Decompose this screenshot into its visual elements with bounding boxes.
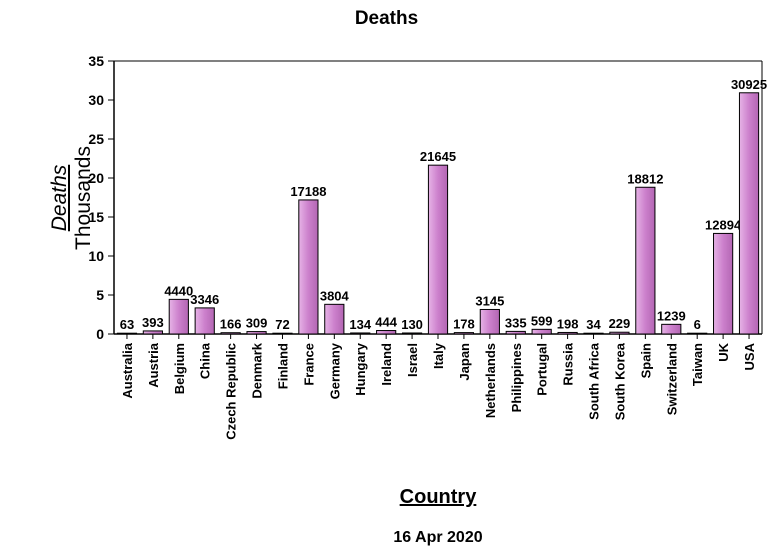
- bar-value-label: 72: [275, 317, 289, 332]
- bar-value-label: 198: [557, 316, 579, 331]
- y-tick-label: 20: [88, 170, 104, 186]
- y-tick-label: 15: [88, 209, 104, 225]
- y-tick-label: 0: [96, 326, 104, 342]
- bar: [557, 331, 578, 335]
- bar: [531, 328, 552, 335]
- bar-value-label: 3145: [475, 293, 504, 308]
- bar: [116, 332, 138, 335]
- bar: [713, 232, 734, 335]
- bar-value-label: 309: [246, 316, 268, 331]
- bar: [324, 303, 345, 335]
- x-tick-label: Austria: [146, 342, 161, 388]
- y-tick-label: 30: [88, 92, 104, 108]
- x-axis-label: Country: [399, 486, 477, 508]
- x-tick-label: Japan: [457, 343, 472, 381]
- bar: [220, 332, 241, 335]
- x-tick-label: Czech Republic: [224, 343, 239, 440]
- bar: [738, 92, 760, 335]
- x-tick-label: Taiwan: [690, 343, 705, 386]
- bar-value-label: 63: [120, 317, 134, 332]
- x-tick-label: Finland: [275, 343, 290, 389]
- chart-title: Deaths: [354, 8, 419, 29]
- bar-value-label: 30925: [731, 77, 767, 92]
- bar: [583, 332, 604, 335]
- x-tick-label: South Africa: [587, 342, 602, 420]
- bar: [350, 332, 371, 335]
- y-tick-label: 25: [88, 131, 104, 147]
- x-tick-label: Philippines: [509, 343, 524, 412]
- y-tick-label: 10: [88, 248, 104, 264]
- x-tick-label: Germany: [327, 342, 342, 399]
- bar-value-label: 4440: [164, 283, 193, 298]
- bar: [246, 331, 267, 335]
- bar: [142, 330, 163, 335]
- x-tick-label: South Korea: [612, 342, 627, 420]
- bar: [661, 323, 682, 335]
- x-tick-label: Netherlands: [483, 343, 498, 418]
- bar-value-label: 12894: [705, 217, 742, 232]
- x-tick-label: Israel: [405, 343, 420, 377]
- x-tick-label: Belgium: [172, 343, 187, 394]
- bar-value-label: 178: [453, 317, 475, 332]
- bar-value-label: 34: [586, 317, 601, 332]
- bar-value-label: 3346: [190, 292, 219, 307]
- bar-value-label: 134: [349, 317, 371, 332]
- bar: [168, 298, 189, 335]
- x-tick-label: Denmark: [250, 342, 265, 398]
- bar-value-label: 599: [531, 313, 553, 328]
- x-tick-label: France: [301, 343, 316, 386]
- bar-value-label: 393: [142, 315, 164, 330]
- bar-value-label: 130: [401, 317, 423, 332]
- x-tick-label: China: [198, 342, 213, 379]
- bar: [427, 164, 449, 335]
- bar: [479, 308, 500, 335]
- date-caption: 16 Apr 2020: [393, 529, 483, 546]
- bar-value-label: 166: [220, 317, 242, 332]
- x-tick-label: Hungary: [353, 342, 368, 396]
- bar-value-label: 1239: [657, 308, 686, 323]
- plot-area: 0 5 10 15 20 25 30 35 63 Australia 393 Austria 4440 B…: [88, 53, 767, 440]
- bar-value-label: 21645: [420, 149, 456, 164]
- bar: [376, 330, 397, 335]
- x-tick-label: USA: [742, 342, 757, 370]
- bar: [505, 330, 526, 335]
- bar-value-label: 17188: [290, 184, 326, 199]
- bar: [298, 199, 319, 335]
- x-tick-label: Russia: [561, 342, 576, 385]
- x-tick-label: Australia: [120, 342, 135, 398]
- bar-value-label: 3804: [320, 288, 350, 303]
- bar: [635, 186, 656, 335]
- bar-value-label: 335: [505, 315, 527, 330]
- bar: [272, 332, 293, 335]
- bar-value-label: 229: [609, 316, 631, 331]
- bar-value-label: 18812: [627, 171, 663, 186]
- x-tick-label: Ireland: [379, 343, 394, 386]
- x-tick-label: Spain: [638, 343, 653, 378]
- bar: [401, 332, 423, 335]
- x-tick-label: Switzerland: [664, 343, 679, 415]
- bar: [609, 331, 630, 335]
- y-tick-label: 35: [88, 53, 104, 69]
- bar: [453, 332, 475, 335]
- bar: [194, 307, 215, 335]
- x-tick-label: Italy: [431, 342, 446, 369]
- x-tick-label: UK: [716, 342, 731, 361]
- y-tick-label: 5: [96, 287, 104, 303]
- bar-value-label: 6: [694, 317, 701, 332]
- bar: [687, 332, 708, 335]
- x-tick-label: Portugal: [535, 343, 550, 396]
- bar-value-label: 444: [375, 315, 397, 330]
